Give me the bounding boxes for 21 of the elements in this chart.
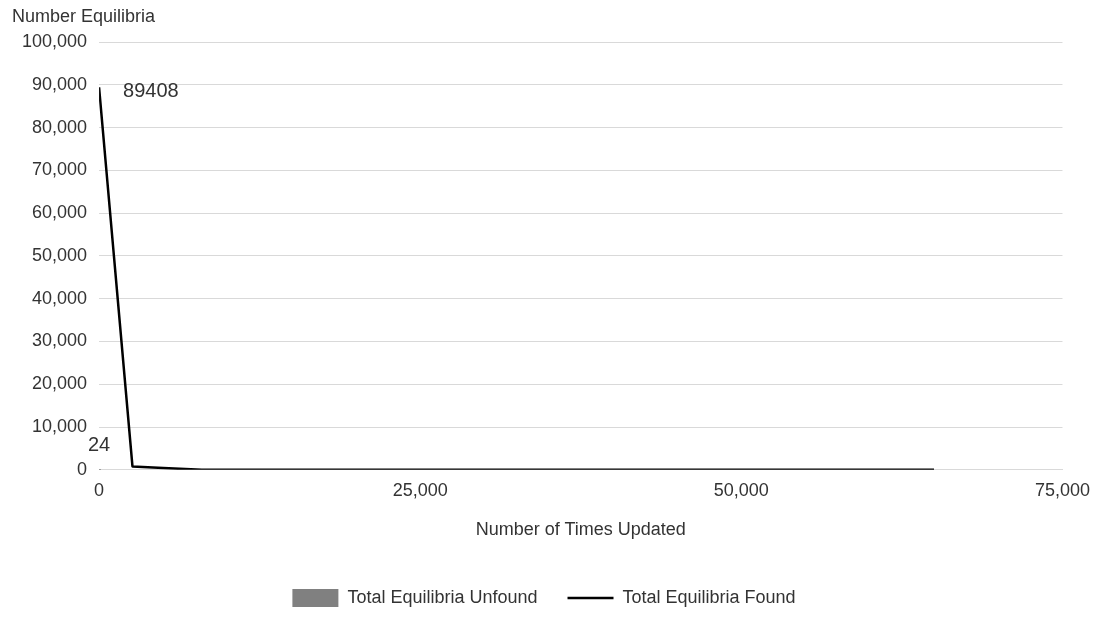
legend-label: Total Equilibria Unfound (347, 586, 538, 607)
y-tick-label: 30,000 (32, 330, 88, 351)
x-tick-label: 0 (94, 479, 105, 500)
data-label: 24 (87, 433, 111, 456)
y-tick-label: 60,000 (32, 202, 88, 223)
legend-label: Total Equilibria Found (622, 586, 796, 607)
y-tick-label: 100,000 (21, 30, 88, 51)
y-tick-label: 80,000 (32, 116, 88, 137)
y-tick-label: 70,000 (32, 159, 88, 180)
y-tick-label: 50,000 (32, 244, 88, 265)
x-tick-label: 25,000 (392, 479, 448, 500)
y-tick-label: 20,000 (32, 373, 88, 394)
y-tick-label: 40,000 (32, 287, 88, 308)
y-tick-label: 90,000 (32, 73, 88, 94)
y-tick-label: 10,000 (32, 415, 88, 436)
data-label: 89408 (123, 78, 179, 101)
y-axis-title: Number Equilibria (12, 5, 157, 26)
x-axis-title: Number of Times Updated (475, 519, 686, 540)
x-tick-label: 75,000 (1034, 479, 1090, 500)
x-tick-label: 50,000 (713, 479, 769, 500)
y-tick-label: 0 (77, 458, 88, 479)
